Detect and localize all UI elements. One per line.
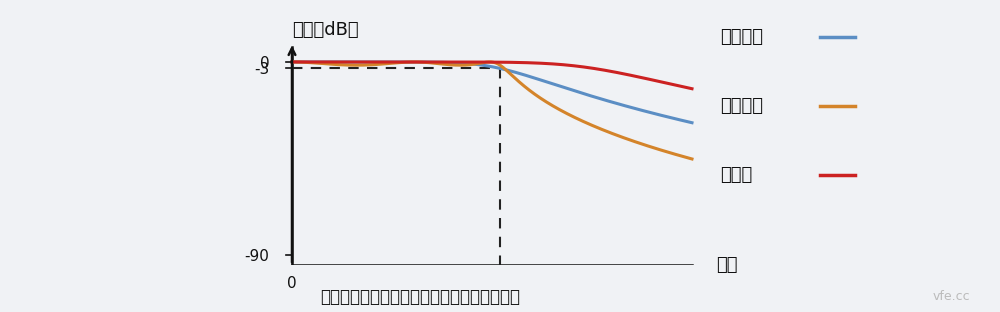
- Text: 切比雪夫: 切比雪夫: [720, 97, 763, 115]
- Text: 巴特沃斯、切比雪夫、貝塞爾濾波器幅頻特性: 巴特沃斯、切比雪夫、貝塞爾濾波器幅頻特性: [320, 288, 520, 306]
- Text: 頻率: 頻率: [716, 256, 738, 274]
- Text: 幅值（dB）: 幅值（dB）: [292, 22, 359, 40]
- Text: 貝塞爾: 貝塞爾: [720, 166, 752, 184]
- Text: 巴特沃斯: 巴特沃斯: [720, 28, 763, 46]
- Text: vfe.cc: vfe.cc: [932, 290, 970, 303]
